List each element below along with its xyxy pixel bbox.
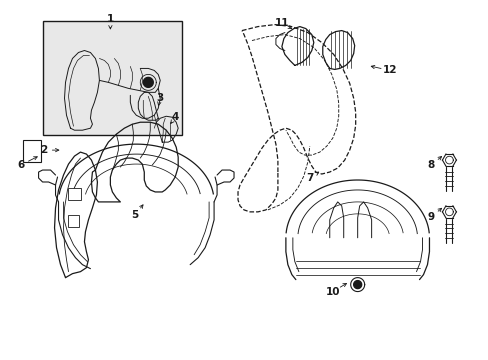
Text: 8: 8 [427, 160, 434, 170]
Text: 6: 6 [17, 160, 24, 170]
Text: 12: 12 [382, 66, 396, 76]
Text: 5: 5 [131, 210, 139, 220]
Text: 2: 2 [40, 145, 47, 155]
Bar [42, 21, 182, 135]
Text: 7: 7 [305, 173, 313, 183]
Text: 9: 9 [427, 212, 434, 222]
Bar [22, 140, 41, 162]
Text: 4: 4 [171, 112, 179, 122]
Polygon shape [143, 77, 153, 87]
Polygon shape [353, 280, 361, 289]
Bar [67, 188, 81, 200]
Text: 10: 10 [325, 287, 339, 297]
Text: 11: 11 [274, 18, 288, 28]
Text: 1: 1 [106, 14, 114, 24]
Bar [67, 215, 80, 227]
Text: 3: 3 [156, 93, 163, 103]
